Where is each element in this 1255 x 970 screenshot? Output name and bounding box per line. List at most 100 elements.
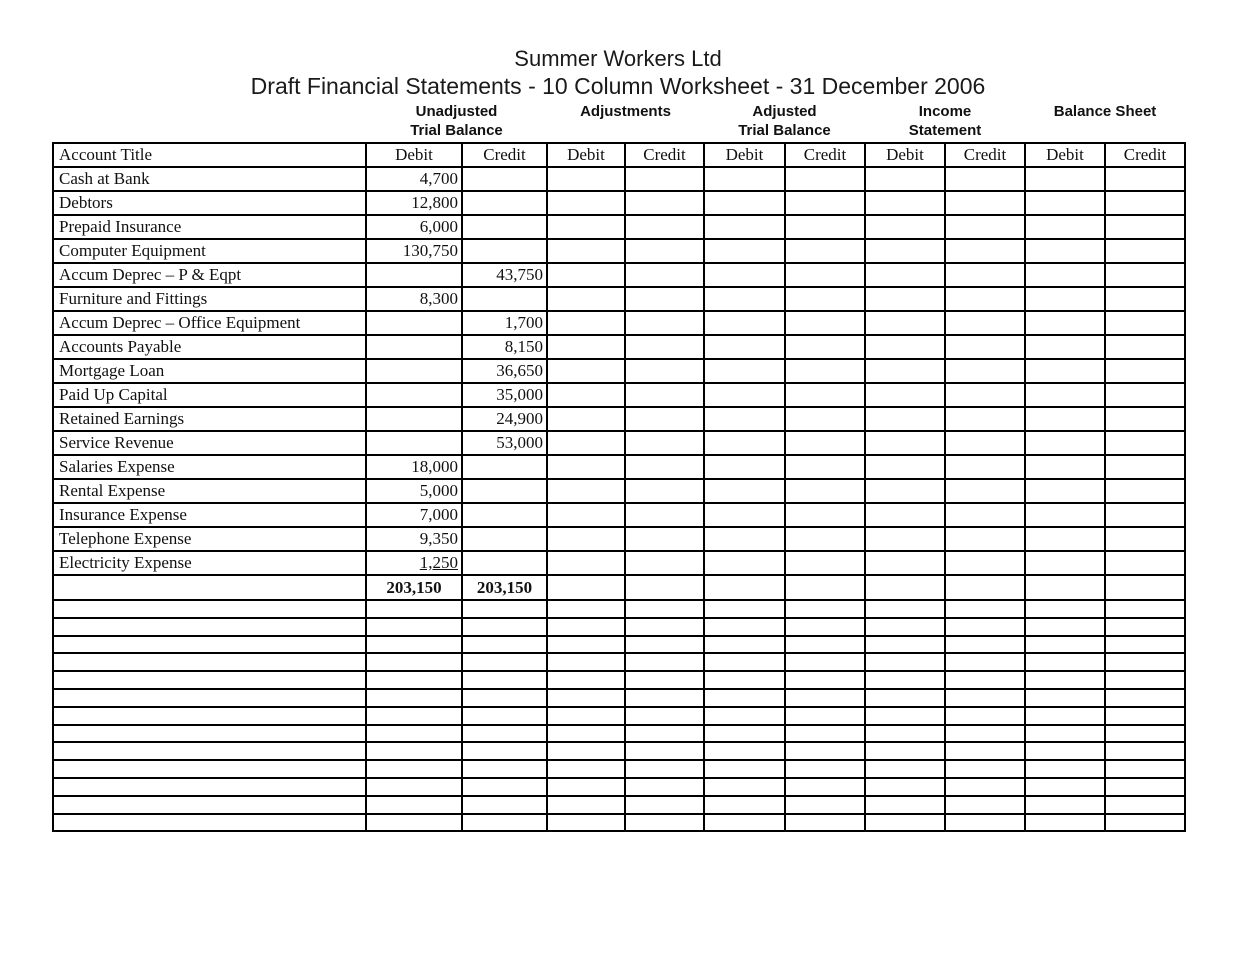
adj-c-cell xyxy=(624,406,705,432)
bs-d-cell xyxy=(1024,214,1106,240)
adj-d-cell xyxy=(546,166,626,192)
adj-c-cell xyxy=(624,502,705,528)
utb-c-cell xyxy=(461,705,548,726)
empty-row xyxy=(52,652,1187,673)
table-row: Accounts Payable 8,150 xyxy=(52,334,1187,360)
is-c-cell xyxy=(944,454,1026,480)
adj-d-cell xyxy=(546,794,626,815)
is-c-cell xyxy=(944,214,1026,240)
bs-c-cell xyxy=(1103,634,1187,655)
is-c-cell xyxy=(944,794,1026,815)
utb-d-cell xyxy=(365,741,463,762)
atb-c-cell xyxy=(784,502,866,528)
adj-d-cell xyxy=(546,776,626,797)
atb-c-cell xyxy=(784,262,866,288)
utb-d-total-cell: 203,150 xyxy=(365,574,463,601)
utb-c-cell xyxy=(461,599,548,619)
bs-c-cell xyxy=(1103,723,1187,744)
bs-d-cell xyxy=(1024,741,1106,762)
utb-c-cell xyxy=(461,616,548,637)
is-debit-header: Debit xyxy=(864,142,946,168)
utb-c-cell xyxy=(461,166,548,192)
bs-c-cell xyxy=(1103,526,1187,552)
account-title-cell xyxy=(52,599,367,619)
bs-d-cell xyxy=(1024,776,1106,797)
empty-row xyxy=(52,741,1187,762)
adj-d-cell xyxy=(546,670,626,690)
adj-c-cell xyxy=(624,634,705,655)
empty-row xyxy=(52,599,1187,619)
utb-d-cell xyxy=(365,334,463,360)
atb-d-cell xyxy=(703,334,786,360)
utb-d-cell xyxy=(365,812,463,833)
atb-c-cell xyxy=(784,759,866,779)
is-d-total-cell xyxy=(864,574,946,601)
utb-c-cell: 24,900 xyxy=(461,406,548,432)
group-header-line: Income xyxy=(918,103,972,120)
bs-d-cell xyxy=(1024,794,1106,815)
adj-c-cell xyxy=(624,599,705,619)
adj-d-cell xyxy=(546,190,626,216)
utb-d-cell xyxy=(365,406,463,432)
atb-d-cell xyxy=(703,310,786,336)
adj-d-cell xyxy=(546,310,626,336)
atb-d-cell xyxy=(703,794,786,815)
table-row: Electricity Expense 1,250 xyxy=(52,550,1187,576)
bs-c-cell xyxy=(1103,238,1187,264)
utb-d-cell xyxy=(365,616,463,637)
utb-d-cell xyxy=(365,794,463,815)
atb-c-cell xyxy=(784,454,866,480)
empty-row xyxy=(52,634,1187,655)
group-header-balance-sheet: Balance Sheet xyxy=(1025,100,1185,143)
utb-d-cell: 6,000 xyxy=(365,214,463,240)
table-row: Accum Deprec – Office Equipment 1,700 xyxy=(52,310,1187,336)
utb-c-cell xyxy=(461,502,548,528)
bs-c-cell xyxy=(1103,812,1187,833)
group-header-income-statement: Income Statement xyxy=(865,100,1025,143)
empty-row xyxy=(52,759,1187,779)
account-title-cell xyxy=(52,616,367,637)
is-d-cell xyxy=(864,550,946,576)
bs-d-cell xyxy=(1024,454,1106,480)
is-c-cell xyxy=(944,723,1026,744)
table-row: Retained Earnings 24,900 xyxy=(52,406,1187,432)
bs-debit-header: Debit xyxy=(1024,142,1106,168)
utb-c-cell xyxy=(461,741,548,762)
bs-d-cell xyxy=(1024,812,1106,833)
account-title-cell: Accounts Payable xyxy=(52,334,367,360)
utb-c-total-cell: 203,150 xyxy=(461,574,548,601)
atb-c-cell xyxy=(784,190,866,216)
account-title-cell: Furniture and Fittings xyxy=(52,286,367,312)
bs-c-cell xyxy=(1103,310,1187,336)
is-d-cell xyxy=(864,616,946,637)
atb-d-cell xyxy=(703,502,786,528)
is-c-cell xyxy=(944,812,1026,833)
atb-d-cell xyxy=(703,478,786,504)
adj-d-cell xyxy=(546,705,626,726)
atb-d-cell xyxy=(703,776,786,797)
adj-d-cell xyxy=(546,262,626,288)
account-title-cell xyxy=(52,634,367,655)
atb-c-cell xyxy=(784,741,866,762)
is-c-cell xyxy=(944,502,1026,528)
group-header-line: Balance Sheet xyxy=(1053,103,1157,120)
bs-d-cell xyxy=(1024,310,1106,336)
worksheet-table: Unadjusted Trial Balance Adjustments Adj… xyxy=(52,100,1187,833)
bs-c-cell xyxy=(1103,334,1187,360)
account-title-cell: Rental Expense xyxy=(52,478,367,504)
adj-c-cell xyxy=(624,238,705,264)
utb-c-cell xyxy=(461,652,548,673)
is-d-cell xyxy=(864,812,946,833)
account-title-cell xyxy=(52,723,367,744)
account-title-cell: Mortgage Loan xyxy=(52,358,367,384)
is-c-cell xyxy=(944,550,1026,576)
bs-d-cell xyxy=(1024,652,1106,673)
account-title-header: Account Title xyxy=(52,142,367,168)
atb-d-cell xyxy=(703,262,786,288)
utb-d-cell xyxy=(365,687,463,708)
is-c-cell xyxy=(944,166,1026,192)
is-d-cell xyxy=(864,454,946,480)
utb-d-cell: 5,000 xyxy=(365,478,463,504)
is-d-cell xyxy=(864,406,946,432)
utb-c-cell xyxy=(461,214,548,240)
